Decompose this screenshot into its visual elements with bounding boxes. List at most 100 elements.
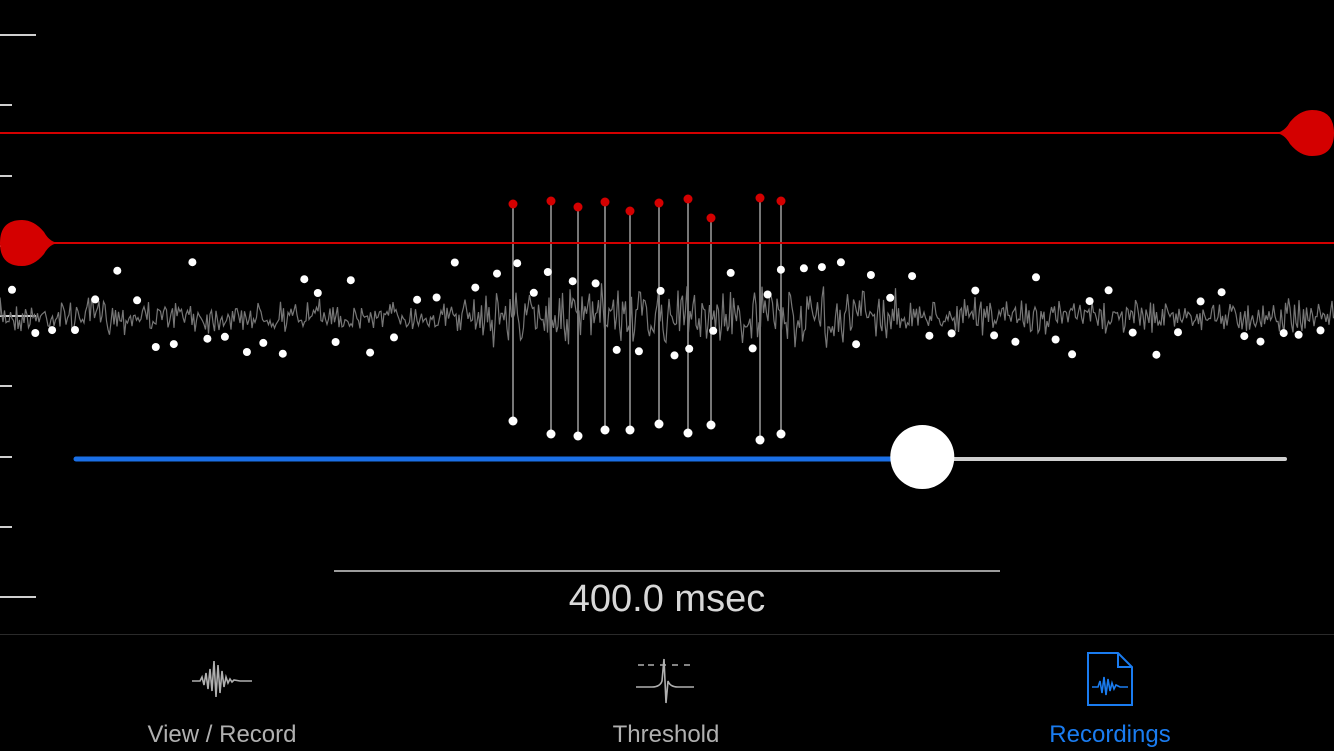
spike-trough-marker bbox=[755, 435, 765, 445]
spike-trough-marker bbox=[625, 425, 635, 435]
peak-dot bbox=[346, 276, 355, 285]
peak-dot bbox=[776, 265, 785, 274]
signal-plot bbox=[0, 34, 1334, 598]
peak-dot bbox=[48, 326, 57, 335]
tab-view-record[interactable]: View / Record bbox=[72, 635, 372, 751]
peak-dot bbox=[31, 329, 40, 337]
signal-waveform bbox=[0, 198, 1334, 440]
peak-dot bbox=[413, 295, 422, 304]
spike-peak-marker bbox=[625, 206, 635, 216]
slider-thumb[interactable] bbox=[890, 425, 955, 489]
lower-threshold-handle[interactable] bbox=[0, 220, 60, 266]
spike-peak-marker bbox=[706, 213, 716, 223]
recordings-file-icon bbox=[1087, 652, 1133, 706]
waveform-icon bbox=[192, 660, 252, 698]
peak-dot bbox=[817, 263, 826, 272]
peak-dot bbox=[242, 348, 251, 356]
peak-dot bbox=[1256, 337, 1265, 346]
time-scale-label: 400.0 msec bbox=[568, 578, 766, 620]
spike-trough-marker bbox=[573, 431, 583, 441]
peak-dot bbox=[169, 340, 178, 349]
peak-dot bbox=[278, 349, 287, 358]
peak-dot bbox=[113, 266, 122, 275]
peak-dot bbox=[591, 279, 600, 288]
peak-dot bbox=[203, 334, 212, 343]
peak-dot bbox=[1068, 350, 1077, 359]
peak-dot bbox=[8, 285, 16, 294]
peak-dot bbox=[763, 290, 772, 299]
peak-dot bbox=[908, 272, 917, 281]
y-axis-ticks bbox=[0, 34, 36, 598]
peak-dot bbox=[1128, 328, 1137, 337]
peak-dot bbox=[366, 348, 375, 357]
spike-peak-marker bbox=[546, 196, 556, 206]
peak-dot bbox=[799, 264, 808, 273]
spike-peak-marker bbox=[508, 199, 518, 209]
peak-dot bbox=[836, 258, 845, 267]
peak-dot bbox=[188, 258, 197, 267]
spike-peak-marker bbox=[654, 198, 664, 208]
peak-dot bbox=[656, 286, 665, 295]
peak-dot bbox=[612, 345, 621, 354]
peak-dot bbox=[971, 286, 980, 295]
tab-view-record-label: View / Record bbox=[147, 721, 297, 748]
spike-trough-marker bbox=[776, 429, 786, 439]
peak-dot bbox=[1104, 286, 1113, 295]
peak-dot bbox=[947, 329, 956, 338]
peak-dot bbox=[1085, 297, 1094, 306]
tab-threshold[interactable]: Threshold bbox=[516, 635, 816, 751]
spike-trough-marker bbox=[683, 428, 693, 438]
peak-dot bbox=[1217, 288, 1226, 297]
spike-trough-marker bbox=[706, 420, 716, 430]
peak-dot bbox=[313, 289, 322, 297]
spike-trough-marker bbox=[508, 416, 518, 426]
spike-peak-marker bbox=[573, 202, 583, 212]
spike-trough-marker bbox=[600, 425, 610, 435]
peak-dot bbox=[568, 277, 577, 286]
tab-threshold-label: Threshold bbox=[612, 721, 720, 748]
peak-dot bbox=[1316, 326, 1325, 335]
peak-dot bbox=[450, 258, 459, 267]
peak-dot bbox=[432, 293, 441, 302]
peak-dot bbox=[685, 344, 694, 353]
peak-dot bbox=[91, 295, 100, 304]
peak-dot bbox=[493, 269, 501, 278]
peak-dot bbox=[1294, 330, 1303, 339]
peak-dot bbox=[390, 333, 398, 342]
peak-dot bbox=[529, 288, 538, 297]
spike-peak-marker bbox=[600, 197, 610, 207]
peak-dot bbox=[151, 343, 160, 351]
peak-dot bbox=[259, 338, 268, 347]
peak-dot bbox=[1240, 332, 1249, 341]
upper-threshold-handle[interactable] bbox=[1274, 110, 1334, 156]
peak-dot bbox=[1051, 335, 1060, 344]
peak-dot bbox=[925, 331, 934, 340]
peak-dot bbox=[1196, 297, 1205, 306]
spike-peak-marker bbox=[776, 196, 786, 206]
peak-dot bbox=[1174, 328, 1182, 337]
peak-dot bbox=[709, 326, 718, 335]
peak-dot bbox=[300, 275, 309, 284]
peak-dot bbox=[990, 331, 999, 340]
peak-dot bbox=[726, 268, 735, 277]
peak-dot bbox=[886, 293, 895, 302]
spike-peak-marker bbox=[683, 194, 693, 204]
peak-markers bbox=[8, 193, 1325, 445]
peak-dot bbox=[71, 326, 79, 334]
waveform-trace bbox=[0, 283, 1334, 348]
spike-peak-marker bbox=[755, 193, 765, 203]
tab-recordings-label: Recordings bbox=[1049, 721, 1171, 748]
threshold-spike-icon bbox=[636, 658, 694, 704]
peak-dot bbox=[866, 271, 875, 279]
peak-dot bbox=[220, 332, 229, 341]
tab-bar: View / Record Threshold Recordings bbox=[0, 634, 1334, 751]
peak-dot bbox=[852, 340, 861, 349]
peak-dot bbox=[331, 338, 340, 346]
tab-recordings[interactable]: Recordings bbox=[960, 635, 1260, 751]
peak-dot bbox=[513, 259, 522, 268]
peak-dot bbox=[748, 344, 757, 353]
peak-dot bbox=[543, 268, 552, 276]
spike-trough-marker bbox=[546, 429, 556, 439]
peak-dot bbox=[471, 283, 480, 292]
spike-trough-marker bbox=[654, 419, 664, 429]
